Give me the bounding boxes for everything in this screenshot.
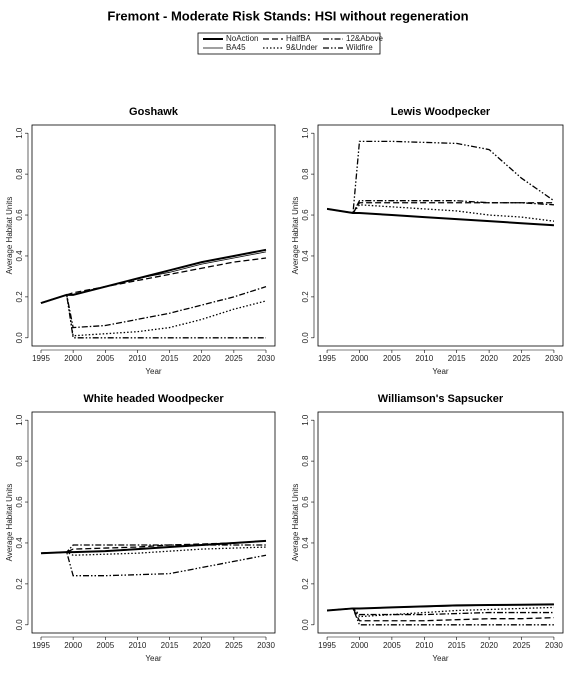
x-tick-label: 2010 [415,641,433,650]
y-axis-label: Average Habitat Units [291,197,300,275]
x-axis-label: Year [432,367,449,376]
x-tick-label: 2000 [64,354,82,363]
panel-title: White headed Woodpecker [83,393,224,405]
y-tick-label: 0.8 [15,168,24,180]
series-line [327,208,554,226]
x-tick-label: 2025 [225,641,243,650]
x-tick-label: 2010 [129,641,147,650]
series-line [40,540,267,554]
y-tick-label: 0.2 [301,578,310,590]
page-title: Fremont - Moderate Risk Stands: HSI with… [107,8,468,23]
panel-title: Goshawk [129,106,179,118]
y-axis-label: Average Habitat Units [5,484,14,562]
x-tick-label: 2015 [448,354,466,363]
x-tick-label: 2020 [193,641,211,650]
x-tick-label: 2005 [96,641,114,650]
y-tick-label: 0.6 [301,209,310,221]
y-tick-label: 0.0 [15,619,24,631]
x-tick-label: 2010 [415,354,433,363]
series-line [327,607,554,616]
y-tick-label: 0.4 [15,250,24,262]
legend-label: 9&Under [286,43,318,52]
legend-box [197,32,381,55]
x-tick-label: 2020 [480,354,498,363]
x-tick-label: 1995 [32,641,50,650]
x-tick-label: 2015 [161,641,179,650]
x-tick-label: 2010 [129,354,147,363]
x-tick-label: 2015 [448,641,466,650]
x-axis-label: Year [145,654,162,663]
y-tick-label: 0.0 [15,332,24,344]
x-tick-label: 1995 [32,354,50,363]
y-tick-label: 0.4 [15,537,24,549]
panel-title: Williamson's Sapsucker [378,393,504,405]
series-line [327,607,554,626]
x-tick-label: 2030 [545,641,563,650]
legend-label: NoAction [226,34,258,43]
series-line [327,604,554,611]
series-line [327,606,554,618]
y-tick-label: 0.2 [15,578,24,590]
y-tick-label: 0.2 [301,291,310,303]
x-axis-label: Year [432,654,449,663]
legend-label: Wildfire [346,43,373,52]
y-tick-label: 0.2 [15,291,24,303]
plot-frame [31,411,276,634]
x-tick-label: 2000 [351,641,369,650]
panel-title: Lewis Woodpecker [391,106,491,118]
y-tick-label: 0.6 [301,496,310,508]
x-tick-label: 2000 [64,641,82,650]
y-axis-label: Average Habitat Units [291,484,300,562]
x-tick-label: 2020 [193,354,211,363]
y-tick-label: 0.8 [301,455,310,467]
legend-label: 12&Above [346,34,383,43]
series-line [326,204,555,222]
series-line [40,293,267,337]
series-line [40,257,267,304]
plot-frame [317,124,564,347]
y-axis-label: Average Habitat Units [5,197,14,275]
y-tick-label: 1.0 [15,414,24,426]
series-line [326,202,554,214]
x-axis-label: Year [145,367,162,376]
x-tick-label: 2030 [257,354,275,363]
y-tick-label: 0.0 [301,332,310,344]
series-line [40,546,267,556]
y-tick-label: 1.0 [15,127,24,139]
series-line [40,544,266,554]
legend-label: BA45 [226,43,246,52]
x-tick-label: 2025 [513,354,531,363]
series-line [326,140,555,214]
x-tick-label: 2015 [161,354,179,363]
y-tick-label: 0.8 [301,168,310,180]
x-tick-label: 2005 [383,641,401,650]
y-tick-label: 0.8 [15,455,24,467]
x-tick-label: 1995 [318,354,336,363]
x-tick-label: 2030 [257,641,275,650]
y-tick-label: 1.0 [301,127,310,139]
legend-label: HalfBA [286,34,312,43]
x-tick-label: 2030 [545,354,563,363]
x-tick-label: 2005 [96,354,114,363]
x-tick-label: 2025 [513,641,531,650]
series-line [326,200,554,214]
y-tick-label: 0.4 [301,250,310,262]
x-tick-label: 2000 [351,354,369,363]
x-tick-label: 2005 [383,354,401,363]
x-tick-label: 2025 [225,354,243,363]
y-tick-label: 0.6 [15,496,24,508]
y-tick-label: 0.0 [301,619,310,631]
series-line [40,551,267,577]
y-tick-label: 1.0 [301,414,310,426]
plot-frame [31,124,276,347]
x-tick-label: 2020 [480,641,498,650]
x-tick-label: 1995 [318,641,336,650]
y-tick-label: 0.4 [301,537,310,549]
plot-frame [317,411,564,634]
y-tick-label: 0.6 [15,209,24,221]
